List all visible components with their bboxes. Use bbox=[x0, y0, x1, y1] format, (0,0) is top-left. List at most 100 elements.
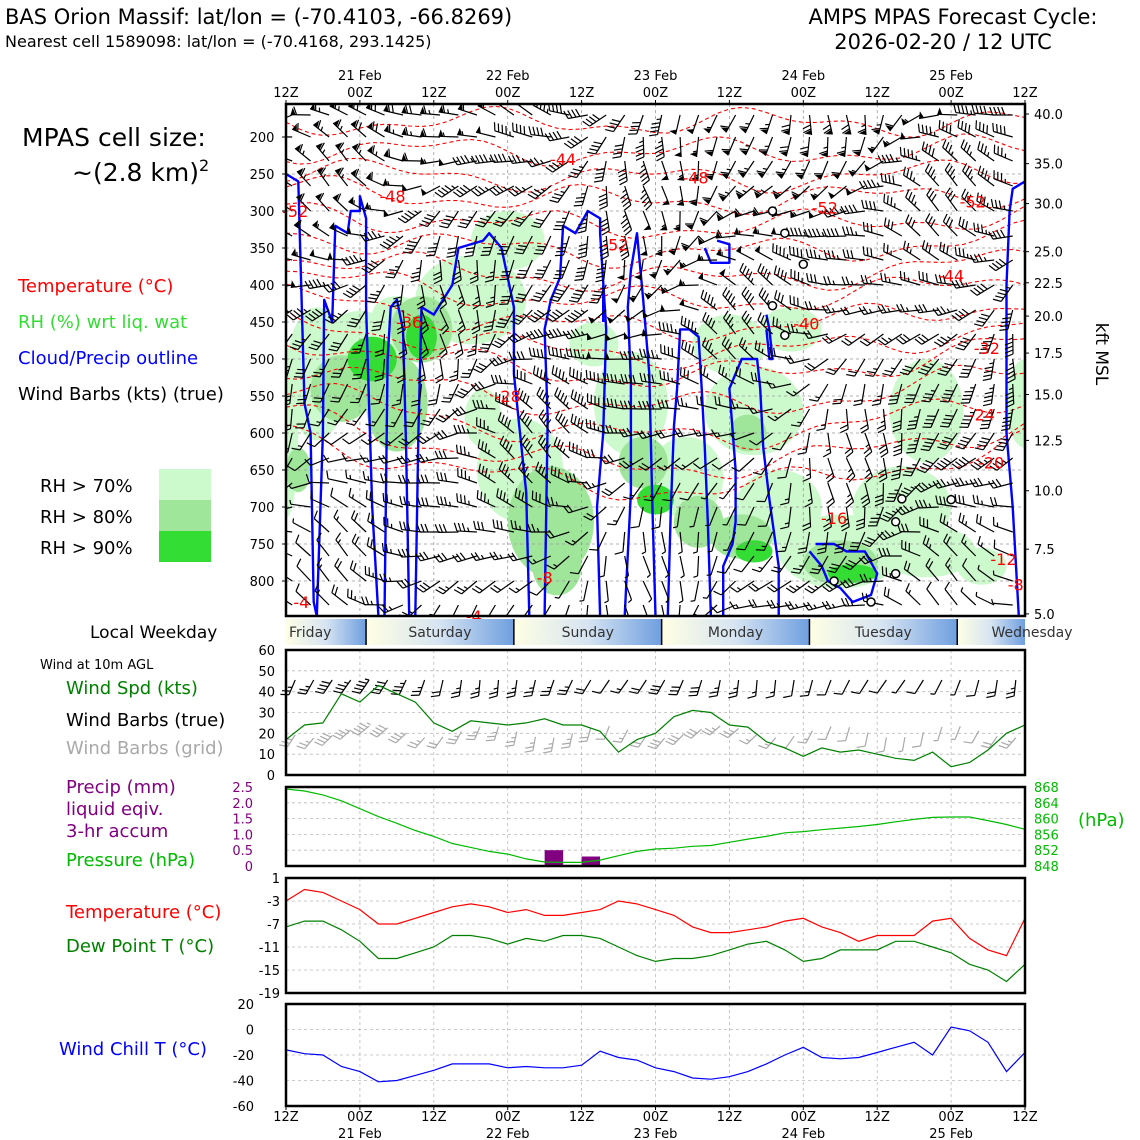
upper-wind-barb bbox=[753, 185, 773, 199]
barb-full bbox=[798, 227, 803, 237]
upper-wind-barb bbox=[857, 114, 867, 136]
barb-full bbox=[964, 191, 969, 200]
barb-full bbox=[819, 150, 828, 155]
upper-wind-barb bbox=[351, 333, 367, 354]
barb-full bbox=[795, 172, 804, 175]
barb-full bbox=[888, 402, 897, 405]
barb-staff bbox=[926, 194, 940, 212]
barb-full bbox=[925, 273, 928, 282]
panel-tick-label: -19 bbox=[259, 987, 280, 1002]
barb-full bbox=[393, 296, 402, 300]
barb-full bbox=[774, 290, 778, 299]
barb-full bbox=[575, 196, 585, 199]
height-tick-label: 17.5 bbox=[1034, 347, 1063, 362]
barb-full bbox=[983, 145, 988, 155]
barb-full bbox=[600, 226, 609, 232]
barb-half bbox=[395, 266, 400, 268]
barb-half bbox=[989, 387, 994, 390]
barb-full bbox=[806, 273, 809, 282]
barb-full bbox=[529, 330, 536, 339]
upper-wind-barb bbox=[772, 185, 792, 200]
barb-full bbox=[943, 418, 953, 421]
barb-flag bbox=[659, 225, 667, 231]
barb-flag bbox=[348, 196, 354, 204]
upper-wind-barb bbox=[351, 142, 367, 162]
barb-full bbox=[447, 247, 457, 250]
barb-full bbox=[791, 191, 800, 197]
barb-full bbox=[789, 295, 792, 304]
upper-wind-barb bbox=[605, 333, 625, 342]
upper-wind-barb bbox=[840, 204, 865, 215]
upper-wind-barb bbox=[401, 104, 422, 116]
barb-full bbox=[297, 122, 299, 132]
upper-wind-barb bbox=[896, 333, 921, 345]
barb-full bbox=[823, 276, 827, 285]
barb-staff bbox=[864, 732, 869, 747]
upper-wind-barb bbox=[937, 107, 958, 116]
barb-full bbox=[619, 351, 624, 360]
barb-flag bbox=[367, 121, 373, 130]
barb-full bbox=[477, 220, 486, 225]
barb-staff bbox=[439, 333, 448, 353]
barb-full bbox=[757, 312, 762, 321]
barb-full bbox=[850, 250, 854, 259]
barb-staff bbox=[900, 278, 921, 286]
barb-staff bbox=[882, 408, 887, 429]
barb-full bbox=[457, 390, 466, 396]
barb-staff bbox=[903, 248, 921, 261]
barb-full bbox=[427, 250, 436, 253]
barb-staff bbox=[586, 357, 607, 360]
upper-wind-barb bbox=[627, 284, 644, 303]
barb-full bbox=[405, 126, 409, 136]
barb-full bbox=[932, 308, 939, 316]
barb-half bbox=[898, 750, 903, 753]
upper-wind-barb bbox=[858, 179, 884, 190]
barb-staff bbox=[517, 309, 533, 325]
upper-wind-barb bbox=[852, 136, 866, 157]
barb-half bbox=[772, 383, 776, 388]
temperature-label: -8 bbox=[537, 568, 553, 587]
barb-half bbox=[322, 174, 327, 179]
barb-half bbox=[1004, 153, 1007, 158]
barb-full bbox=[944, 362, 953, 367]
barb-full bbox=[351, 352, 360, 354]
barb-staff bbox=[903, 174, 921, 187]
barb-full bbox=[577, 226, 587, 230]
barb-full bbox=[621, 255, 630, 261]
barb-staff bbox=[660, 407, 681, 410]
height-tick-label: 15.0 bbox=[1034, 389, 1063, 404]
barb-half bbox=[693, 174, 699, 177]
barb-staff bbox=[576, 284, 589, 303]
upper-wind-barb bbox=[697, 235, 718, 245]
barb-half bbox=[947, 336, 952, 340]
barb-full bbox=[790, 268, 792, 278]
barb-full bbox=[366, 300, 375, 304]
barb-full bbox=[690, 687, 700, 689]
barb-staff bbox=[672, 734, 684, 746]
upper-wind-barb bbox=[785, 383, 810, 397]
barb-staff bbox=[944, 169, 958, 187]
barb-full bbox=[489, 358, 496, 367]
barb-full bbox=[803, 228, 809, 238]
barb-full bbox=[903, 148, 906, 157]
barb-full bbox=[573, 391, 578, 401]
temperature-label: -48 bbox=[379, 187, 405, 206]
barb-staff bbox=[383, 154, 404, 162]
barb-full bbox=[773, 265, 777, 274]
barb-half bbox=[461, 131, 464, 136]
upper-wind-barb bbox=[334, 167, 349, 187]
upper-wind-barb bbox=[960, 383, 977, 404]
upper-wind-barb bbox=[574, 259, 589, 281]
upper-wind-barb bbox=[734, 208, 755, 218]
barb-full bbox=[618, 172, 627, 178]
barb-full bbox=[776, 318, 779, 328]
barb-full bbox=[743, 313, 750, 322]
barb-full bbox=[437, 431, 444, 439]
upper-wind-barb bbox=[371, 309, 386, 332]
true-wind-barb bbox=[470, 679, 481, 699]
barb-full bbox=[299, 143, 303, 153]
bottom-date-label: 24 Feb bbox=[781, 1127, 825, 1140]
barb-full bbox=[619, 400, 624, 409]
barb-full bbox=[964, 415, 973, 417]
barb-flag bbox=[716, 248, 722, 256]
